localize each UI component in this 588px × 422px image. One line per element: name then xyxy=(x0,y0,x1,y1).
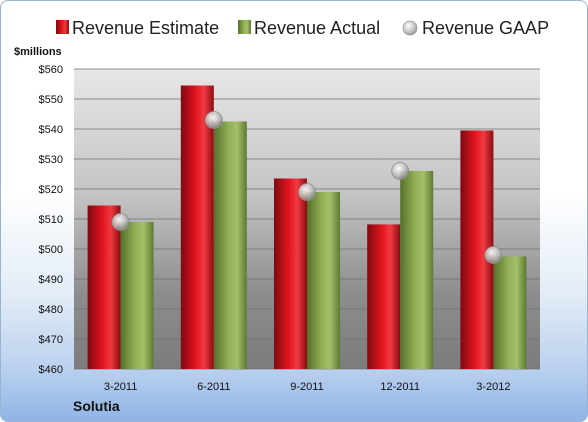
gaap-marker xyxy=(298,183,316,201)
legend-label-gaap: Revenue GAAP xyxy=(422,18,549,38)
legend: Revenue Estimate Revenue Actual Revenue … xyxy=(56,18,549,38)
legend-item-gaap: Revenue GAAP xyxy=(402,18,549,38)
gaap-marker xyxy=(111,213,130,231)
y-tick-label: $540 xyxy=(39,124,63,136)
y-tick-label: $470 xyxy=(39,334,63,346)
y-tick-label: $490 xyxy=(39,274,63,286)
actual-bar xyxy=(120,222,154,369)
actual-bar xyxy=(213,121,247,369)
x-tick-label: 6-2011 xyxy=(197,381,230,393)
y-tick-label: $480 xyxy=(39,304,63,316)
y-tick-label: $520 xyxy=(39,184,63,196)
y-tick-label: $560 xyxy=(39,64,63,76)
legend-swatch-actual xyxy=(238,20,251,34)
y-tick-label: $460 xyxy=(39,364,63,376)
y-tick-label: $550 xyxy=(39,94,63,106)
gaap-markers xyxy=(111,111,503,264)
actual-bar xyxy=(400,171,434,369)
x-tick-label: 3-2012 xyxy=(476,381,510,393)
y-axis: $460 $470 $480 $490 $500 $510 $520 $530 $540 $550… xyxy=(39,64,63,376)
x-tick-label: 9-2011 xyxy=(290,381,323,393)
estimate-bar xyxy=(274,178,307,369)
gaap-marker xyxy=(391,162,410,180)
x-axis: 3-2011 6-2011 9-2011 12-2011 3-2012 xyxy=(104,381,511,393)
legend-marker-gaap xyxy=(402,20,418,36)
estimate-bar xyxy=(367,224,401,369)
actual-bar xyxy=(307,192,340,369)
legend-item-estimate: Revenue Estimate xyxy=(56,18,219,38)
estimate-bar xyxy=(180,85,214,369)
y-tick-label: $530 xyxy=(39,154,63,166)
legend-label-estimate: Revenue Estimate xyxy=(72,18,219,38)
x-tick-label: 12-2011 xyxy=(380,381,420,393)
legend-item-actual: Revenue Actual xyxy=(238,18,380,38)
y-tick-label: $500 xyxy=(39,244,63,256)
estimate-bar xyxy=(87,205,121,369)
gaap-marker xyxy=(484,246,503,264)
x-tick-label: 3-2011 xyxy=(104,381,137,393)
actual-bar xyxy=(493,256,527,369)
company-name: Solutia xyxy=(73,398,120,414)
legend-swatch-estimate xyxy=(56,20,69,34)
bars xyxy=(87,85,527,369)
legend-label-actual: Revenue Actual xyxy=(254,18,380,38)
y-tick-label: $510 xyxy=(39,214,63,226)
y-axis-unit-label: $millions xyxy=(14,46,62,58)
gaap-marker xyxy=(204,111,223,129)
